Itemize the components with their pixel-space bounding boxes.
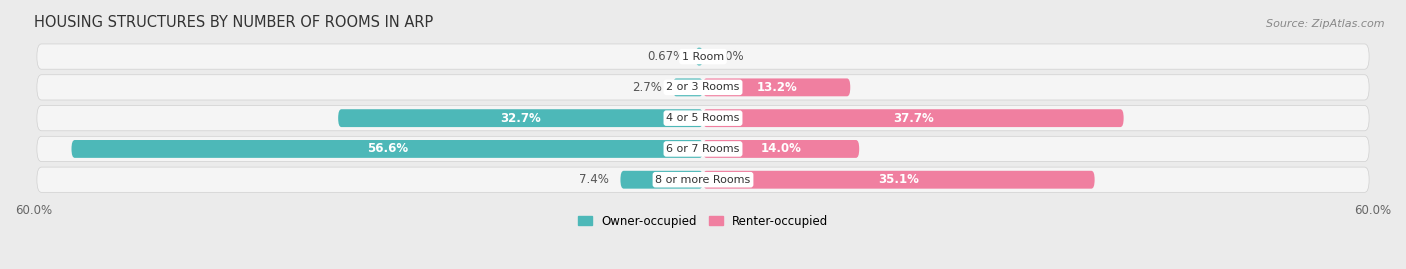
Text: HOUSING STRUCTURES BY NUMBER OF ROOMS IN ARP: HOUSING STRUCTURES BY NUMBER OF ROOMS IN…: [34, 15, 433, 30]
FancyBboxPatch shape: [703, 109, 1123, 127]
Text: Source: ZipAtlas.com: Source: ZipAtlas.com: [1267, 19, 1385, 29]
Text: 32.7%: 32.7%: [501, 112, 541, 125]
FancyBboxPatch shape: [703, 171, 1095, 189]
Text: 14.0%: 14.0%: [761, 143, 801, 155]
FancyBboxPatch shape: [72, 140, 703, 158]
FancyBboxPatch shape: [37, 136, 1369, 162]
FancyBboxPatch shape: [339, 109, 703, 127]
Text: 2.7%: 2.7%: [631, 81, 662, 94]
FancyBboxPatch shape: [37, 167, 1369, 192]
Text: 0.67%: 0.67%: [647, 50, 685, 63]
Text: 1 Room: 1 Room: [682, 52, 724, 62]
FancyBboxPatch shape: [703, 140, 859, 158]
Text: 8 or more Rooms: 8 or more Rooms: [655, 175, 751, 185]
Text: 2 or 3 Rooms: 2 or 3 Rooms: [666, 82, 740, 92]
FancyBboxPatch shape: [696, 48, 703, 66]
Text: 4 or 5 Rooms: 4 or 5 Rooms: [666, 113, 740, 123]
FancyBboxPatch shape: [37, 75, 1369, 100]
FancyBboxPatch shape: [37, 44, 1369, 69]
Legend: Owner-occupied, Renter-occupied: Owner-occupied, Renter-occupied: [578, 214, 828, 228]
FancyBboxPatch shape: [673, 79, 703, 96]
FancyBboxPatch shape: [37, 105, 1369, 131]
Text: 35.1%: 35.1%: [879, 173, 920, 186]
Text: 6 or 7 Rooms: 6 or 7 Rooms: [666, 144, 740, 154]
Text: 0.0%: 0.0%: [714, 50, 744, 63]
Text: 7.4%: 7.4%: [579, 173, 609, 186]
Text: 37.7%: 37.7%: [893, 112, 934, 125]
Text: 56.6%: 56.6%: [367, 143, 408, 155]
FancyBboxPatch shape: [703, 79, 851, 96]
Text: 13.2%: 13.2%: [756, 81, 797, 94]
FancyBboxPatch shape: [620, 171, 703, 189]
